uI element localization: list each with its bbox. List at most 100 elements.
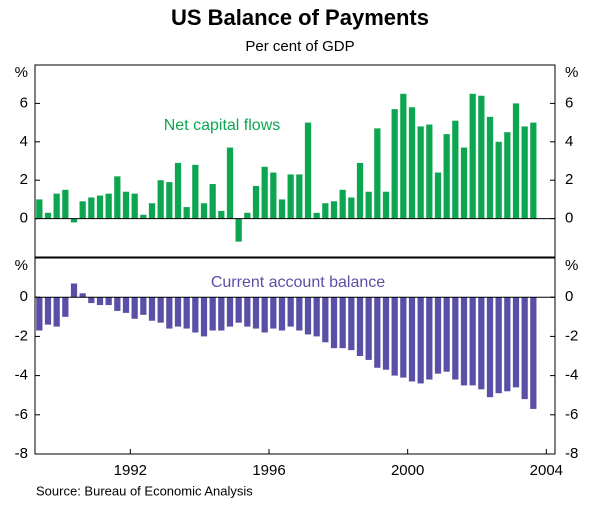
bar <box>426 297 433 380</box>
y-tick-label: -4 <box>15 367 28 384</box>
y-tick-label: % <box>15 64 28 81</box>
bar <box>348 297 355 351</box>
bar <box>408 297 416 382</box>
bar <box>192 297 199 333</box>
chart-subtitle: Per cent of GDP <box>245 38 354 55</box>
y-tick-label: 0 <box>20 288 28 305</box>
bar <box>495 297 502 394</box>
bar <box>148 297 156 321</box>
bar <box>460 147 468 219</box>
bar <box>382 191 390 219</box>
bar <box>96 195 104 219</box>
bar <box>296 174 303 219</box>
bar <box>261 166 268 219</box>
bar <box>313 212 320 219</box>
y2-tick-label: % <box>565 64 578 81</box>
bar <box>330 201 338 219</box>
bar <box>434 172 442 219</box>
bar <box>88 297 95 304</box>
bar <box>408 107 416 219</box>
x-tick-label: 1992 <box>114 462 147 479</box>
bar <box>426 124 433 219</box>
bar <box>356 162 364 219</box>
bar <box>44 297 52 325</box>
y2-tick-label: % <box>565 257 578 274</box>
bar <box>339 189 346 219</box>
bar <box>443 297 450 372</box>
bar <box>105 297 112 306</box>
bar <box>486 297 494 398</box>
bar <box>96 297 104 306</box>
bar <box>131 193 138 219</box>
panel-frame <box>34 64 556 258</box>
series-annotation: Net capital flows <box>164 117 281 134</box>
bar <box>278 199 286 219</box>
y2-tick-label: -2 <box>565 327 578 344</box>
bar <box>192 164 199 219</box>
y2-tick-label: 6 <box>565 94 573 111</box>
bar <box>174 297 182 327</box>
bar <box>53 193 60 219</box>
bar <box>131 297 138 319</box>
y2-tick-label: 2 <box>565 171 573 188</box>
bar <box>391 297 398 376</box>
bar <box>365 297 372 360</box>
bar <box>114 297 121 311</box>
bar <box>452 297 459 380</box>
bar <box>521 126 528 219</box>
y-tick-label: % <box>15 257 28 274</box>
bar <box>348 197 355 219</box>
bar <box>322 297 329 343</box>
bar <box>200 297 208 337</box>
bar <box>322 203 329 219</box>
y2-tick-label: 0 <box>565 288 573 305</box>
bar <box>530 122 537 219</box>
bar <box>62 189 69 219</box>
bar <box>504 297 511 392</box>
bar <box>252 185 260 219</box>
bar <box>478 297 485 390</box>
bar <box>374 128 381 219</box>
bar <box>270 297 277 329</box>
bar <box>339 297 346 349</box>
bar <box>391 109 398 219</box>
bar <box>382 297 390 370</box>
bar <box>521 297 528 400</box>
bar <box>270 172 277 219</box>
y2-tick-label: -4 <box>565 367 578 384</box>
y-tick-label: 0 <box>20 210 28 227</box>
bar <box>105 193 112 219</box>
bar <box>53 297 60 327</box>
bar <box>226 147 234 219</box>
bar <box>460 297 468 386</box>
bar <box>469 93 476 219</box>
bar <box>122 191 130 219</box>
bar <box>140 214 147 219</box>
x-tick-label: 2000 <box>391 462 424 479</box>
bar <box>244 297 251 327</box>
bar <box>400 93 407 219</box>
bar <box>122 297 130 313</box>
bar <box>486 116 494 219</box>
bar <box>79 293 86 298</box>
y2-tick-label: 4 <box>565 133 573 150</box>
panel-frame <box>34 257 556 455</box>
bar <box>400 297 407 378</box>
bar <box>530 297 537 409</box>
bar <box>200 203 208 219</box>
bar <box>469 297 476 386</box>
bar <box>157 297 164 323</box>
bar <box>287 297 294 327</box>
y-tick-label: -6 <box>15 406 28 423</box>
bar <box>478 95 485 219</box>
bar <box>140 297 147 315</box>
bar <box>278 297 286 331</box>
bar <box>304 297 312 335</box>
source-note: Source: Bureau of Economic Analysis <box>36 483 253 498</box>
bar <box>495 141 502 219</box>
bar <box>70 218 78 223</box>
bar <box>313 297 320 337</box>
bar <box>244 212 251 219</box>
